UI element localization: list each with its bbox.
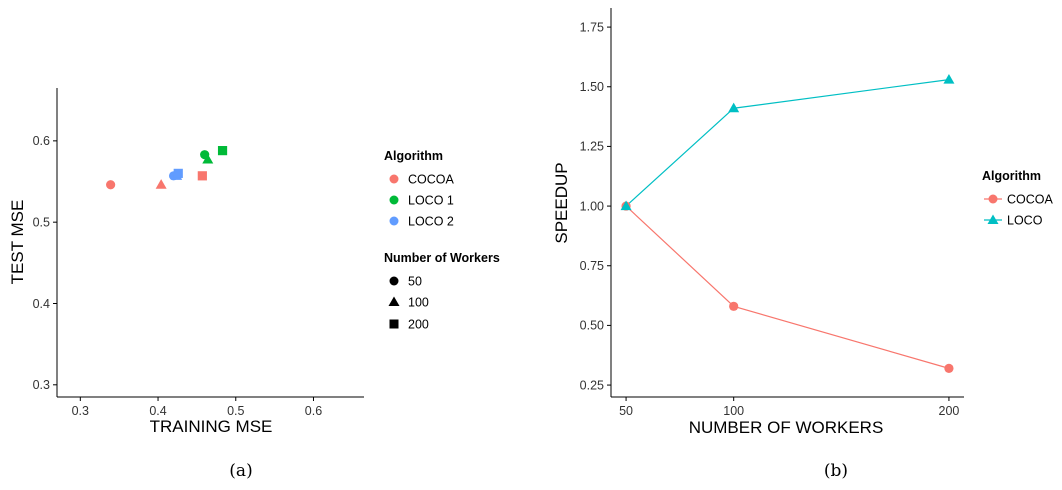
point-cocoa-100 [155,179,167,189]
legend-title-algorithm: Algorithm [384,149,443,163]
legend-key-loco [987,214,999,224]
y-tick-label: 0.6 [33,134,50,148]
legend-label-cocoa: COCOA [408,173,455,187]
legend-title-workers: Number of Workers [384,251,500,265]
scatter-panel: 0.3 0.4 0.5 0.6 0.3 0.4 0.5 0.6 TRAINING MSE T… [8,88,500,481]
x-tick-label: 0.3 [72,404,89,418]
legend-key-loco2 [389,216,399,226]
legend-label-loco: LOCO [1007,214,1043,228]
y-tick-label: 0.4 [33,297,50,311]
point-loco-100 [728,102,740,113]
legend-label-200: 200 [408,318,429,332]
x-tick-label: 0.5 [227,404,244,418]
point-cocoa-200 [944,363,954,373]
y-tick-label: 1.50 [580,80,604,94]
scatter-points [106,146,228,190]
x-tick-label: 50 [619,404,633,418]
legend-label-loco1: LOCO 1 [408,194,454,208]
x-axis-label: NUMBER OF WORKERS [689,418,884,437]
legend-label-100: 100 [408,296,429,310]
panel-caption-a: (a) [229,461,252,481]
line-panel: 0.25 0.50 0.75 1.00 1.25 1.50 1.75 50 100 200 NU… [552,8,1054,481]
legend-key-loco1 [389,195,399,205]
point-cocoa-100 [729,301,739,311]
series-line-loco [625,79,950,207]
x-tick-label: 200 [939,404,960,418]
point-cocoa-200 [197,171,207,181]
legend-label-loco2: LOCO 2 [408,215,454,229]
y-tick-label: 0.50 [580,319,604,333]
x-tick-label: 0.6 [305,404,322,418]
x-axis-ticks: 0.3 0.4 0.5 0.6 [72,397,322,418]
x-axis-label: TRAINING MSE [150,417,273,436]
legend-key-50 [389,276,399,286]
legend-title: Algorithm [982,169,1041,183]
y-tick-label: 0.3 [33,378,50,392]
x-axis-ticks: 50 100 200 [619,397,959,418]
point-loco-1-200 [217,146,228,156]
panel-caption-b: (b) [824,461,848,481]
point-loco-50 [620,200,632,211]
x-tick-label: 0.4 [149,404,166,418]
y-tick-label: 0.75 [580,259,604,273]
y-tick-label: 1.25 [580,140,604,154]
series-lines [625,79,950,369]
legend-key-cocoa [988,194,998,204]
y-tick-label: 0.5 [33,215,50,229]
point-loco-2-200 [173,168,183,178]
y-tick-label: 1.00 [580,199,604,213]
y-tick-label: 0.25 [580,378,604,392]
legend-key-cocoa [389,174,399,184]
y-axis-label: TEST MSE [8,200,27,285]
y-axis-ticks: 0.3 0.4 0.5 0.6 [33,134,57,392]
series-line-cocoa [625,205,950,369]
point-cocoa-50 [106,180,116,190]
point-loco-1-100 [202,153,214,164]
legend-label-cocoa: COCOA [1007,193,1054,207]
series-markers [620,73,955,373]
legend-key-100 [388,296,400,306]
legend-key-200 [389,319,399,329]
y-axis-label: SPEEDUP [552,162,571,243]
y-axis-ticks: 0.25 0.50 0.75 1.00 1.25 1.50 1.75 [580,20,611,392]
y-tick-label: 1.75 [580,20,604,34]
legend-label-50: 50 [408,275,422,289]
point-loco-200 [943,73,955,84]
x-tick-label: 100 [723,404,744,418]
